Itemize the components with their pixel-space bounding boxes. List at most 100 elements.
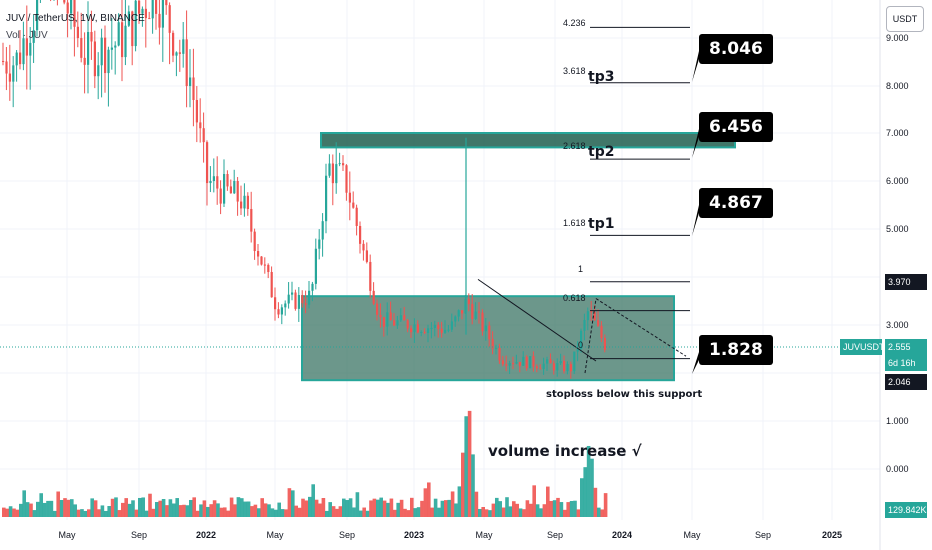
candle-body [359, 225, 362, 244]
candle-body [474, 311, 477, 319]
volume-bar [535, 504, 540, 517]
candle-body [542, 363, 545, 370]
candle-body [403, 315, 406, 321]
candle-body [491, 339, 494, 349]
x-tick: May [475, 530, 493, 540]
candle-body [478, 311, 481, 313]
candle-body [488, 325, 491, 340]
volume-bar [270, 508, 275, 517]
candle-body [240, 201, 243, 209]
candle-body [450, 321, 453, 330]
volume-bar [304, 500, 309, 517]
volume-bar [73, 504, 77, 517]
candle-body [117, 22, 120, 46]
candle-body [199, 122, 202, 129]
x-tick: Sep [338, 530, 356, 540]
volume-bar [359, 510, 363, 517]
volume-bar [471, 454, 475, 517]
volume-bar [172, 503, 176, 517]
candle-body [291, 292, 294, 295]
volume-bar [110, 498, 115, 517]
x-tick: May [683, 530, 701, 540]
candle-body [155, 0, 158, 14]
candle-body [22, 38, 25, 65]
volume-bar [559, 502, 564, 517]
volume-bar [447, 499, 451, 517]
volume-bar [379, 497, 383, 517]
y-tick: 7.000 [886, 128, 909, 138]
volume-bar [70, 499, 74, 517]
volume-bar [97, 509, 101, 517]
candle-body [32, 30, 35, 43]
candle-body [15, 52, 18, 66]
candle-body [104, 37, 107, 74]
x-tick: Sep [754, 530, 772, 540]
volume-bar [66, 499, 71, 517]
volume-note: volume increase √ [488, 442, 642, 460]
candle-body [178, 52, 181, 54]
candle-body [498, 347, 501, 361]
candle-body [233, 181, 236, 194]
candle-body [127, 11, 130, 26]
candle-body [335, 164, 338, 184]
candle-body [522, 356, 525, 366]
volume-bar [223, 507, 227, 517]
volume-bar [512, 501, 516, 517]
volume-bar [56, 491, 60, 517]
volume-bar [369, 500, 373, 517]
candle-body [29, 42, 32, 56]
candle-body [501, 360, 504, 365]
volume-bar [144, 510, 149, 517]
currency-button[interactable]: USDT [886, 6, 924, 32]
candle-body [345, 165, 348, 193]
volume-bar [467, 410, 472, 517]
candle-body [556, 363, 559, 371]
candle-body [525, 356, 528, 369]
volume-bar [192, 497, 196, 517]
volume-bar [342, 498, 346, 517]
candle-body [559, 361, 562, 364]
candle-body [518, 361, 521, 366]
volume-bar [597, 507, 601, 517]
volume-bar [175, 498, 179, 517]
volume-bar [168, 499, 173, 517]
volume-bar [93, 500, 98, 517]
y-tick: 1.000 [886, 416, 909, 426]
candle-body [437, 324, 440, 329]
volume-bar [437, 507, 441, 517]
volume-bar [556, 497, 560, 517]
candle-body [342, 163, 345, 166]
candle-body [219, 188, 222, 204]
candle-body [36, 0, 39, 31]
volume-bar [8, 506, 13, 517]
candle-body [328, 163, 331, 176]
volume-bar [433, 498, 438, 517]
candle-body [246, 195, 249, 209]
fib-lines [590, 26, 690, 360]
volume-bar [549, 500, 553, 517]
candle-body [195, 99, 198, 123]
candle-body [549, 359, 552, 364]
volume-bar [386, 502, 390, 517]
candle-body [325, 175, 328, 222]
candle-body [107, 49, 110, 74]
volume-bar [338, 506, 343, 517]
target-tag-6456: 6.456 [699, 112, 773, 142]
callout-pointer [692, 205, 699, 236]
volume-bar [161, 499, 166, 517]
volume-bar [345, 500, 349, 517]
volume-bar [253, 504, 258, 517]
volume-bar [478, 508, 482, 517]
price-label-last: 2.555 [885, 339, 927, 355]
price-label-volume: 129.842K [885, 502, 927, 518]
candle-body [447, 329, 450, 331]
candle-body [287, 294, 290, 304]
candle-body [70, 0, 73, 14]
volume-bar [127, 503, 132, 517]
stoploss-note: stoploss below this support [546, 389, 703, 400]
volume-bar [413, 508, 417, 517]
candle-body [80, 38, 83, 58]
candle-body [100, 37, 103, 66]
candle-body [90, 31, 93, 42]
